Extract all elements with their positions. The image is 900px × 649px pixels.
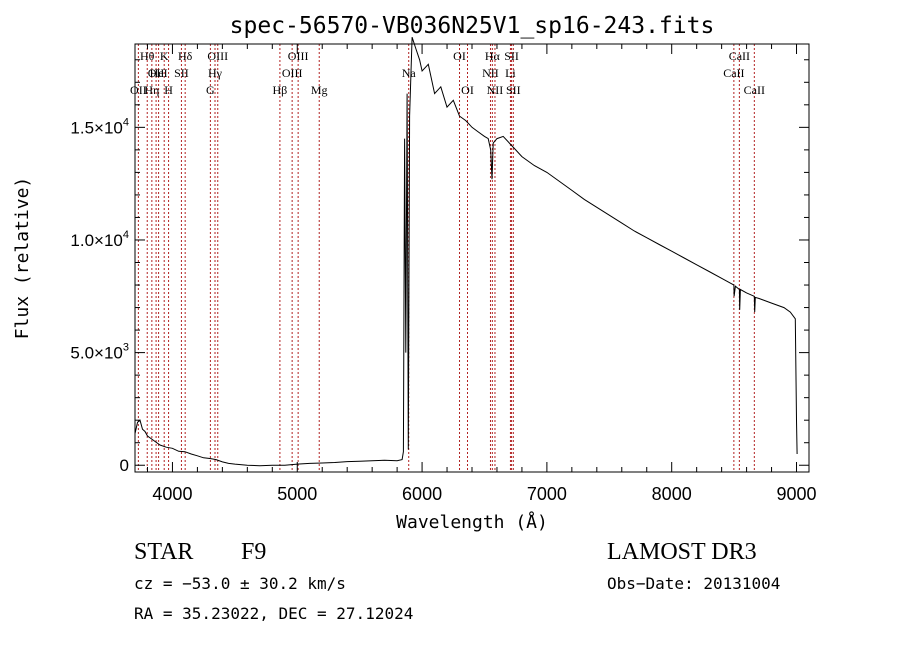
line-label-5: K [160,49,169,63]
line-label-18: OI [461,83,474,97]
y-axis-ticks: 0 5.0×103 1.0×104 1.5×104 [70,59,809,475]
line-label-1: Hθ [140,49,155,63]
y-tick-label-1: 5.0×103 [70,342,129,363]
x-tick-label-1: 5000 [277,484,317,504]
line-label-24: SII [506,83,521,97]
line-label-14: OIII [288,49,309,63]
x-tick-label-2: 6000 [402,484,442,504]
line-label-3: OII [148,66,165,80]
line-label-11: OIII [207,49,228,63]
line-label-8: Hδ [178,49,193,63]
x-axis-label: Wavelength (Å) [396,511,548,533]
y-tick-label-0: 0 [120,456,129,475]
x-tick-label-3: 7000 [527,484,567,504]
line-label-22: Li [505,66,516,80]
line-label-16: Na [402,66,417,80]
observation-date: Obs−Date: 20131004 [607,574,780,593]
x-tick-label-0: 4000 [152,484,192,504]
line-label-25: CaII [723,66,744,80]
line-label-21: NII [487,83,504,97]
line-label-12: Hβ [273,83,288,97]
line-label-26: CaII [729,49,750,63]
object-subclass: F9 [241,539,266,565]
line-label-9: G [206,83,215,97]
line-label-15: Mg [311,83,328,97]
line-label-4: HeI [150,66,168,80]
line-label-10: Hγ [208,66,223,80]
line-label-23: SII [504,49,519,63]
y-tick-label-3: 1.5×104 [70,116,129,137]
line-label-20: Hα [485,49,501,63]
line-label-19: NII [482,66,499,80]
line-label-17: OI [453,49,466,63]
plot-frame [134,43,810,473]
y-axis-label: Flux (relative) [12,177,33,340]
survey-name: LAMOST DR3 [607,539,757,565]
object-class: STAR [134,539,193,565]
line-label-27: CaII [744,83,765,97]
line-label-2: Hη [144,83,159,97]
x-axis-ticks: 4000 5000 6000 7000 8000 9000 [146,44,817,504]
coordinates: RA = 35.23022, DEC = 27.12024 [134,604,413,623]
line-label-7: SII [174,66,189,80]
spectrum-line [134,37,798,467]
x-tick-label-5: 9000 [776,484,816,504]
chart-title: spec-56570-VB036N25V1_sp16-243.fits [230,13,715,39]
emission-line-labels: OIIHθHηOIIHeIKHSIIHδGHγOIIIHβOIIIOIIIMgN… [130,49,765,97]
emission-line-markers [137,44,755,472]
x-tick-label-4: 8000 [652,484,692,504]
line-label-13: OIII [282,66,303,80]
line-label-6: H [164,83,173,97]
line-label-0: OII [130,83,147,97]
y-tick-label-2: 1.0×104 [70,229,129,250]
redshift-info: cz = −53.0 ± 30.2 km/s [134,574,346,593]
